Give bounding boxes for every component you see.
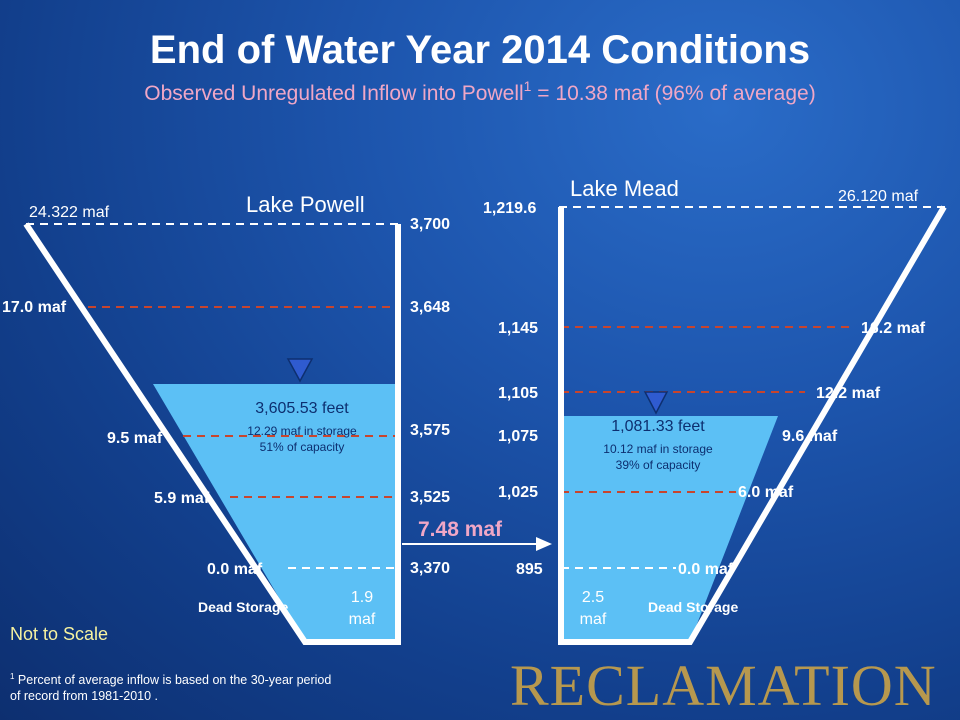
powell-current-elevation: 3,605.53 feet [255, 400, 349, 417]
page-title: End of Water Year 2014 Conditions [149, 28, 811, 72]
mead-elev-1075: 1,075 [498, 428, 539, 445]
subtitle-main: Observed Unregulated Inflow into Powell [144, 82, 524, 105]
powell-vol-0: 0.0 maf [207, 561, 263, 578]
mead-dead-storage-value: 2.5 maf [573, 589, 613, 629]
powell-vol-5-9: 5.9 maf [154, 490, 210, 507]
mead-name: Lake Mead [570, 176, 679, 201]
powell-current-percent: 51% of capacity [259, 440, 345, 454]
powell-name: Lake Powell [246, 192, 365, 217]
powell-dead-storage-value: 1.9 maf [340, 589, 384, 629]
mead-vol-16-2: 16.2 maf [861, 320, 926, 337]
powell-vol-17: 17.0 maf [2, 299, 67, 316]
not-to-scale-note: Not to Scale [10, 624, 109, 644]
mead-elev-1105: 1,105 [498, 385, 539, 402]
powell-water [153, 384, 398, 642]
mead-current-elevation: 1,081.33 feet [611, 418, 705, 435]
mead-top-capacity: 26.120 maf [838, 188, 919, 205]
powell-dead-storage-label: Dead Storage [198, 599, 289, 615]
powell-top-capacity: 24.322 maf [29, 204, 110, 221]
powell-level-indicator-icon [286, 358, 314, 383]
mead-elev-1145: 1,145 [498, 320, 539, 337]
footnote-line-1: 1 Percent of average inflow is based on … [10, 669, 331, 688]
powell-outline [23, 222, 401, 645]
mead-elev-895: 895 [516, 561, 543, 578]
reclamation-logo: RECLAMATION [510, 653, 937, 718]
powell-elev-3370: 3,370 [410, 560, 451, 577]
mead-level-indicator-icon [643, 391, 669, 415]
footnote-text-1: Percent of average inflow is based on th… [14, 673, 332, 688]
subtitle-tail: = 10.38 maf (96% of average) [531, 82, 816, 105]
mead-vol-9-6: 9.6 maf [782, 428, 838, 445]
powell-elev-3525: 3,525 [410, 489, 451, 506]
mead-dead-storage-unit: maf [579, 611, 607, 628]
mead-dead-storage-label: Dead Storage [648, 599, 739, 615]
powell-elev-3648: 3,648 [410, 299, 451, 316]
release-arrow-icon [536, 537, 552, 551]
mead-outline [558, 205, 947, 645]
release-value: 7.48 maf [418, 518, 503, 541]
mead-elev-1219: 1,219.6 [483, 200, 537, 217]
mead-dead-storage-number: 2.5 [581, 589, 605, 606]
mead-elev-1025: 1,025 [498, 484, 539, 501]
mead-water [561, 416, 778, 642]
mead-current-storage: 10.12 maf in storage [603, 442, 713, 456]
page-subtitle: Observed Unregulated Inflow into Powell1… [0, 78, 960, 106]
powell-dead-storage-unit: maf [348, 611, 376, 628]
powell-elev-3575: 3,575 [410, 422, 451, 439]
footnote: 1 Percent of average inflow is based on … [10, 669, 331, 704]
powell-vol-9-5: 9.5 maf [107, 430, 163, 447]
mead-vol-0: 0.0 maf [678, 561, 734, 578]
powell-elev-3700: 3,700 [410, 216, 451, 233]
subtitle-footnote-mark: 1 [523, 78, 532, 94]
powell-current-storage: 12.29 maf in storage [247, 424, 357, 438]
mead-vol-12-2: 12.2 maf [816, 385, 881, 402]
powell-dead-storage-number: 1.9 [350, 589, 374, 606]
mead-current-percent: 39% of capacity [615, 458, 701, 472]
footnote-mark: 1 [10, 672, 15, 681]
footnote-text-2: of record from 1981-2010 . [10, 689, 158, 704]
mead-vol-6: 6.0 maf [738, 484, 794, 501]
